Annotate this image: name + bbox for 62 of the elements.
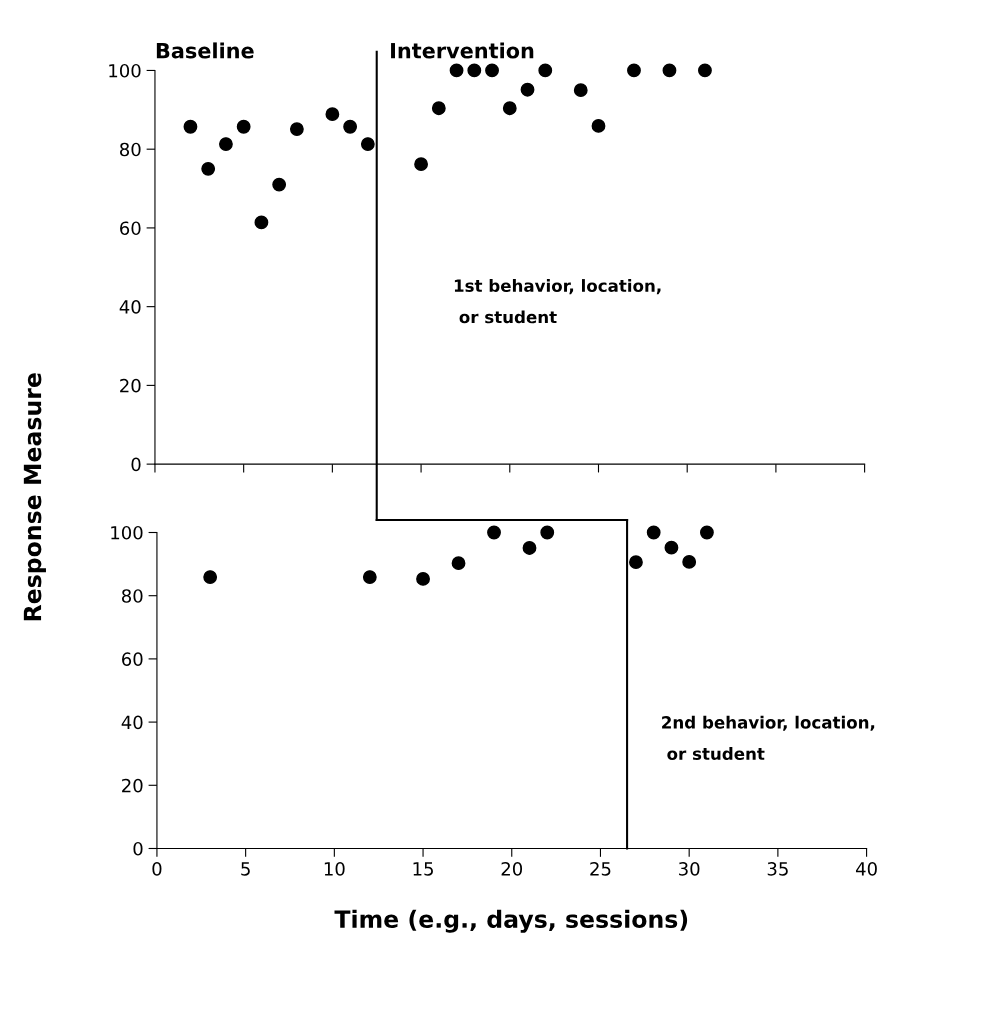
- y-tick-label: 0: [131, 457, 141, 472]
- point: [540, 525, 555, 540]
- point: [183, 119, 198, 134]
- point: [502, 101, 517, 116]
- y-tick-label: 100: [111, 525, 143, 540]
- x-tick-label: 15: [413, 862, 433, 876]
- point: [343, 119, 358, 134]
- y-tick-label: 0: [133, 841, 143, 856]
- point: [664, 540, 679, 555]
- annotation: 2nd behavior, location, or student: [662, 715, 875, 760]
- x-tick-label: 30: [679, 862, 700, 876]
- point: [682, 554, 697, 569]
- point: [362, 570, 377, 584]
- y-tick-label: 60: [122, 652, 143, 667]
- point: [203, 570, 218, 584]
- point: [646, 525, 661, 540]
- point: [219, 137, 233, 151]
- x-tick-label: 0: [152, 862, 162, 876]
- point: [289, 122, 304, 137]
- y-tick-label: 80: [121, 589, 143, 603]
- y-axis-title: Response Measure: [23, 373, 46, 621]
- y-tick-label: 60: [120, 221, 141, 236]
- point: [487, 525, 501, 540]
- point: [325, 107, 340, 122]
- point: [254, 215, 269, 230]
- point: [698, 63, 712, 78]
- point: [236, 119, 251, 134]
- y-tick-label: 100: [109, 63, 141, 78]
- point: [201, 161, 216, 176]
- point: [431, 101, 446, 116]
- point: [591, 119, 606, 133]
- text: Intervention: [391, 42, 534, 59]
- point: [272, 177, 287, 192]
- point: [522, 541, 537, 555]
- point: [451, 556, 466, 571]
- point: [360, 137, 375, 151]
- x-tick-label: 25: [590, 862, 611, 876]
- point: [449, 63, 464, 78]
- annotation: 1st behavior, location, or student: [454, 279, 661, 324]
- point: [485, 63, 499, 78]
- x-tick-label: 35: [767, 862, 788, 876]
- x-tick-label: 5: [241, 862, 250, 876]
- x-tick-label: 20: [501, 862, 523, 876]
- point: [573, 83, 588, 98]
- y-tick-label: 40: [121, 715, 143, 730]
- y-tick-label: 40: [119, 300, 141, 314]
- x-axis-title: Time (e.g., days, sessions): [334, 909, 688, 933]
- y-tick-label: 20: [122, 778, 143, 793]
- point: [662, 63, 677, 78]
- point: [414, 157, 428, 172]
- point: [629, 555, 643, 570]
- y-tick-label: 20: [120, 378, 141, 393]
- x-tick-label: 40: [855, 862, 877, 876]
- point: [538, 63, 553, 78]
- point: [700, 525, 714, 540]
- y-tick-label: 80: [120, 142, 141, 157]
- point: [416, 572, 430, 586]
- x-tick-label: 10: [324, 862, 345, 876]
- text: Baseline: [156, 42, 254, 59]
- point: [520, 82, 535, 97]
- point: [467, 63, 482, 78]
- point: [627, 63, 641, 78]
